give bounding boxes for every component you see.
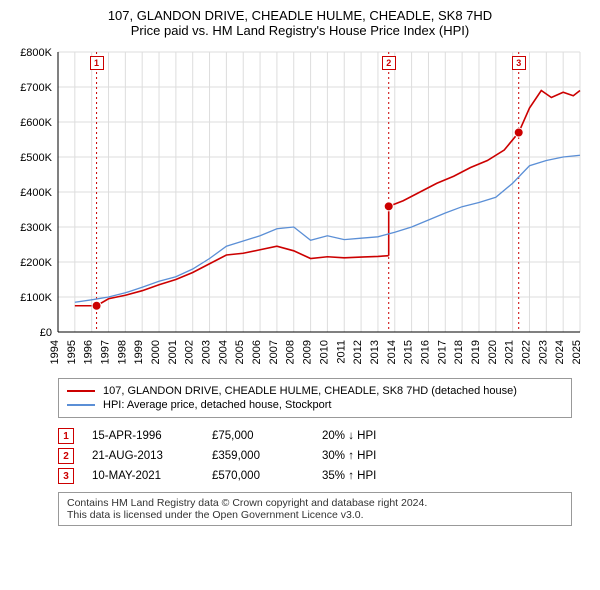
svg-text:2002: 2002 <box>184 340 196 364</box>
svg-text:2012: 2012 <box>352 340 364 364</box>
transaction-pct: 35% ↑ HPI <box>322 470 376 482</box>
svg-text:2006: 2006 <box>251 340 263 364</box>
transaction-badge: 1 <box>58 428 74 444</box>
svg-text:2000: 2000 <box>150 340 162 364</box>
svg-text:1996: 1996 <box>83 340 95 364</box>
svg-text:2015: 2015 <box>403 340 415 364</box>
svg-text:£500K: £500K <box>20 152 52 164</box>
transaction-row: 2 21-AUG-2013£359,00030% ↑ HPI <box>58 448 572 464</box>
svg-text:2024: 2024 <box>554 340 566 364</box>
chart-container: £0 £100K £200K £300K £400K £500K £600K £700K £80… <box>8 42 592 372</box>
svg-text:£200K: £200K <box>20 257 52 269</box>
svg-text:1994: 1994 <box>49 340 61 364</box>
svg-text:2011: 2011 <box>335 340 347 364</box>
price-chart: £0 £100K £200K £300K £400K £500K £600K £700K £80… <box>8 42 592 372</box>
svg-text:£800K: £800K <box>20 47 52 59</box>
svg-text:2016: 2016 <box>419 340 431 364</box>
legend-label: HPI: Average price, detached house, Stoc… <box>103 399 332 411</box>
legend-swatch <box>67 404 95 406</box>
transaction-pct: 30% ↑ HPI <box>322 450 376 462</box>
chart-marker-badge: 2 <box>382 56 396 70</box>
transaction-price: £570,000 <box>212 470 322 482</box>
transaction-date: 21-AUG-2013 <box>92 450 212 462</box>
svg-text:2017: 2017 <box>436 340 448 364</box>
svg-text:1999: 1999 <box>133 340 145 364</box>
svg-text:2021: 2021 <box>504 340 516 364</box>
svg-text:£100K: £100K <box>20 292 52 304</box>
title-main: 107, GLANDON DRIVE, CHEADLE HULME, CHEAD… <box>8 8 592 23</box>
svg-text:2003: 2003 <box>201 340 213 364</box>
legend-item: HPI: Average price, detached house, Stoc… <box>67 399 563 411</box>
svg-text:2009: 2009 <box>302 340 314 364</box>
svg-text:1998: 1998 <box>116 340 128 364</box>
svg-text:2013: 2013 <box>369 340 381 364</box>
transaction-badge: 2 <box>58 448 74 464</box>
svg-text:2001: 2001 <box>167 340 179 364</box>
svg-text:2023: 2023 <box>537 340 549 364</box>
transaction-badge: 3 <box>58 468 74 484</box>
chart-titles: 107, GLANDON DRIVE, CHEADLE HULME, CHEAD… <box>8 8 592 38</box>
svg-text:1997: 1997 <box>100 340 112 364</box>
chart-marker-badge: 3 <box>512 56 526 70</box>
title-sub: Price paid vs. HM Land Registry's House … <box>8 23 592 38</box>
svg-text:2007: 2007 <box>268 340 280 364</box>
attribution-footer: Contains HM Land Registry data © Crown c… <box>58 492 572 526</box>
svg-text:2004: 2004 <box>217 340 229 364</box>
transaction-price: £75,000 <box>212 430 322 442</box>
svg-text:1995: 1995 <box>66 340 78 364</box>
transactions-table: 1 15-APR-1996£75,00020% ↓ HPI 2 21-AUG-2013… <box>58 428 572 484</box>
svg-text:2008: 2008 <box>285 340 297 364</box>
svg-text:2022: 2022 <box>520 340 532 364</box>
svg-text:£400K: £400K <box>20 187 52 199</box>
transaction-price: £359,000 <box>212 450 322 462</box>
transaction-date: 10-MAY-2021 <box>92 470 212 482</box>
chart-marker-badge: 1 <box>90 56 104 70</box>
legend-swatch <box>67 390 95 392</box>
transaction-row: 3 10-MAY-2021£570,00035% ↑ HPI <box>58 468 572 484</box>
svg-text:2025: 2025 <box>571 340 583 364</box>
svg-text:2018: 2018 <box>453 340 465 364</box>
svg-text:2014: 2014 <box>386 340 398 364</box>
footer-line-2: This data is licensed under the Open Gov… <box>67 509 563 521</box>
svg-text:2019: 2019 <box>470 340 482 364</box>
transaction-row: 1 15-APR-1996£75,00020% ↓ HPI <box>58 428 572 444</box>
footer-line-1: Contains HM Land Registry data © Crown c… <box>67 497 563 509</box>
legend: 107, GLANDON DRIVE, CHEADLE HULME, CHEAD… <box>58 378 572 418</box>
legend-item: 107, GLANDON DRIVE, CHEADLE HULME, CHEAD… <box>67 385 563 397</box>
svg-text:£0: £0 <box>40 327 52 339</box>
svg-text:£700K: £700K <box>20 82 52 94</box>
svg-text:2005: 2005 <box>234 340 246 364</box>
svg-text:2010: 2010 <box>318 340 330 364</box>
legend-label: 107, GLANDON DRIVE, CHEADLE HULME, CHEAD… <box>103 385 517 397</box>
svg-text:£600K: £600K <box>20 117 52 129</box>
svg-text:2020: 2020 <box>487 340 499 364</box>
transaction-date: 15-APR-1996 <box>92 430 212 442</box>
svg-text:£300K: £300K <box>20 222 52 234</box>
transaction-pct: 20% ↓ HPI <box>322 430 376 442</box>
